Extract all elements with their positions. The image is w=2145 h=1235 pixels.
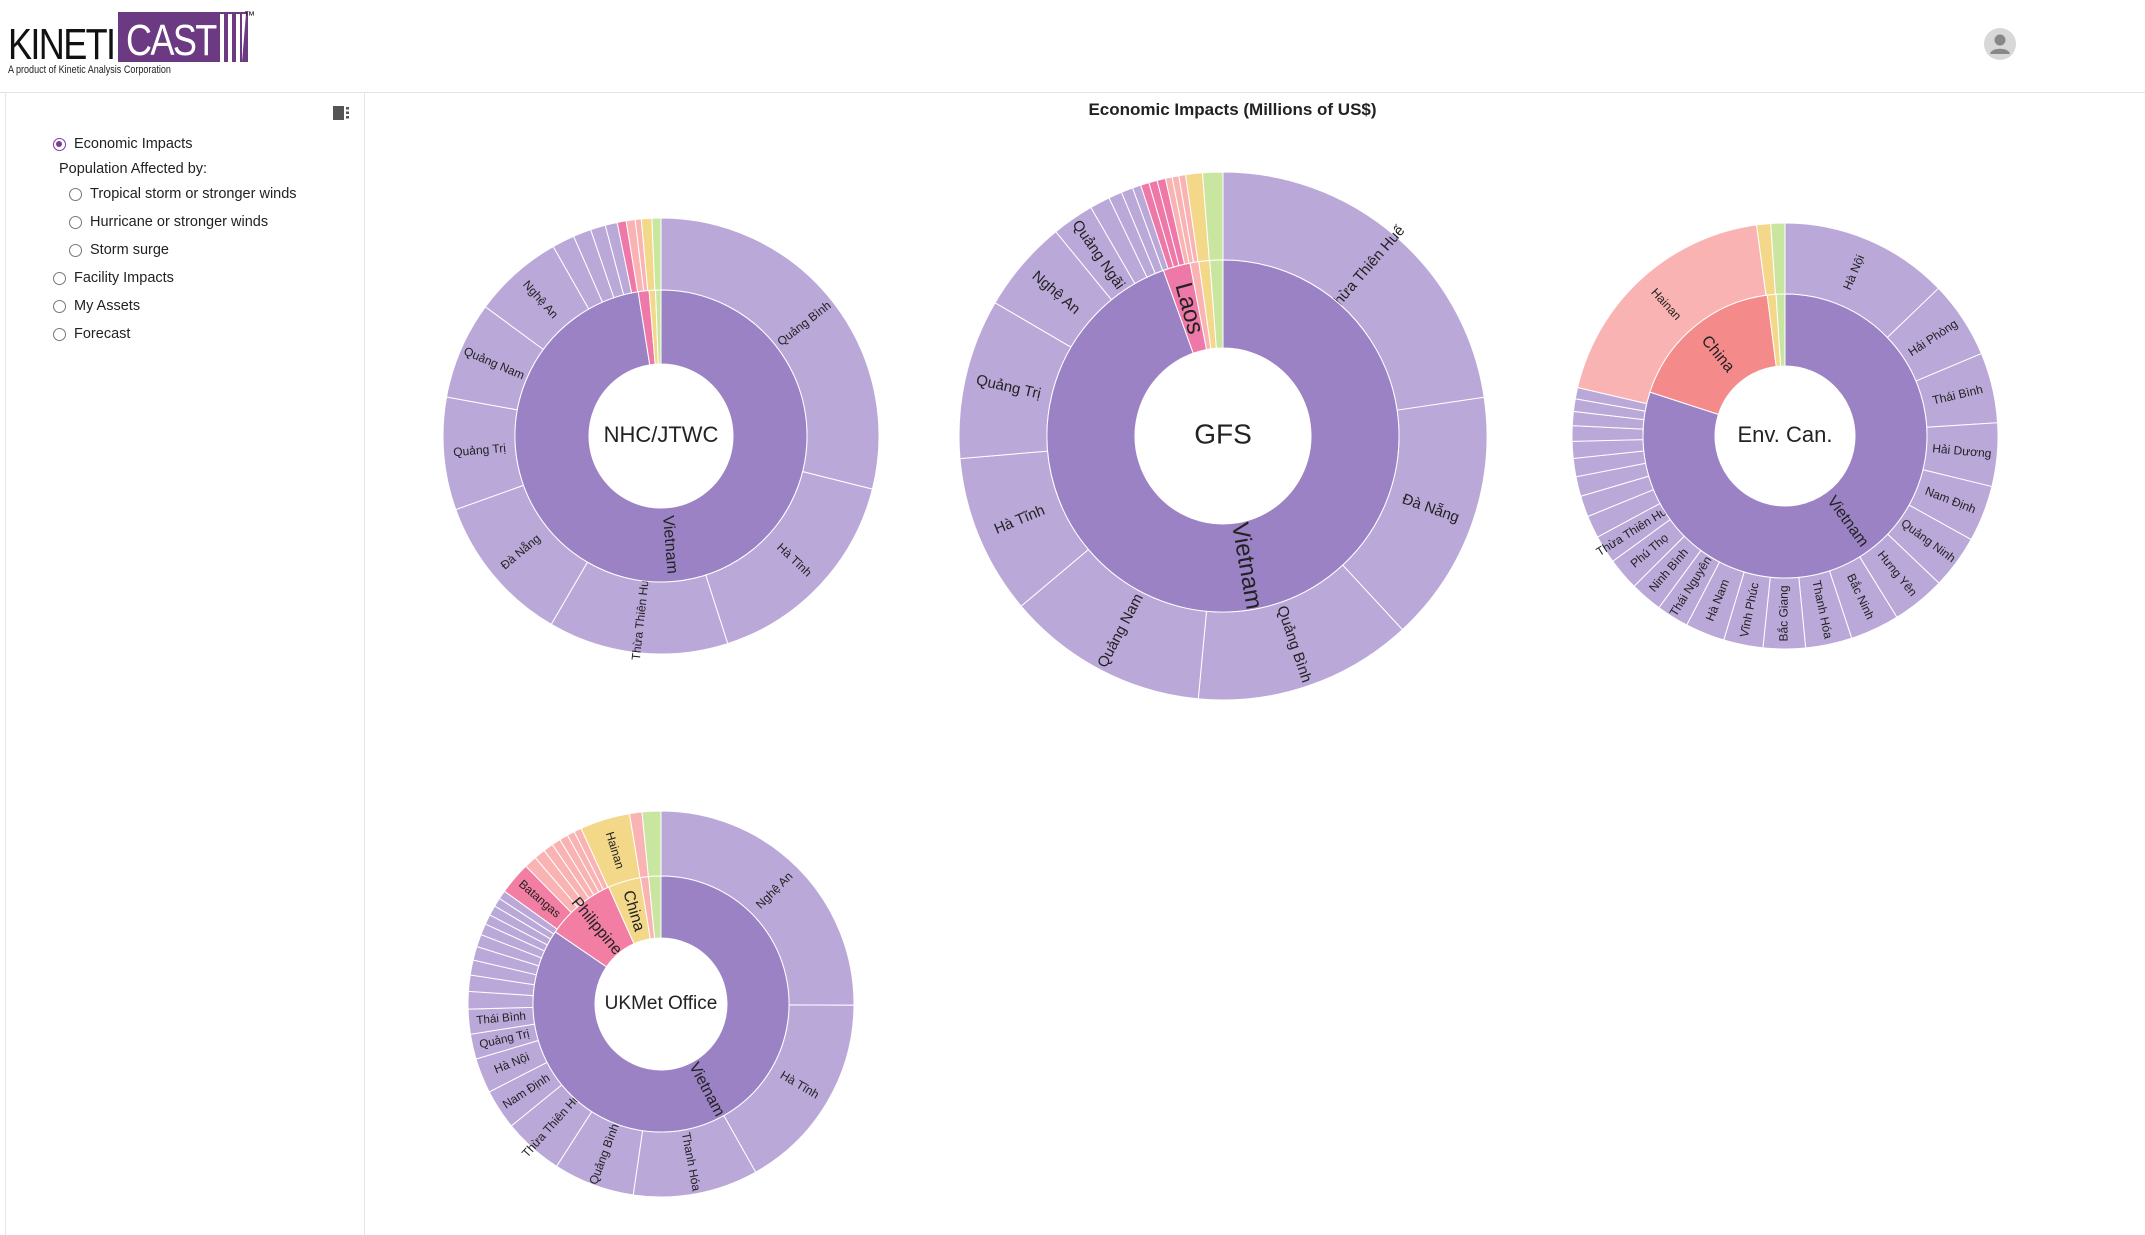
population-group-label: Population Affected by: <box>59 161 208 177</box>
option-hurricane[interactable]: Hurricane or stronger winds <box>69 214 268 230</box>
logo-right-text: CAST <box>126 16 217 65</box>
user-avatar-icon[interactable] <box>1984 28 2016 60</box>
option-label: Forecast <box>74 326 131 342</box>
inner-segment-label-vietnam: Vietnam <box>659 515 681 575</box>
outer-segment-label-bac-giang: Bắc Giang <box>1775 585 1790 641</box>
radio-forecast[interactable] <box>53 327 66 341</box>
sunburst-center <box>595 938 727 1070</box>
option-storm-surge[interactable]: Storm surge <box>69 242 169 258</box>
radio-my-assets[interactable] <box>53 299 66 313</box>
option-my-assets[interactable]: My Assets <box>53 298 140 314</box>
center-label-ukmet-office: UKMet Office <box>605 993 718 1014</box>
option-label: Hurricane or stronger winds <box>90 214 269 230</box>
radio-facility-impacts[interactable] <box>53 271 66 285</box>
option-tropical-storm[interactable]: Tropical storm or stronger winds <box>69 186 297 202</box>
outer-segment-label-hai-duong: Hải Dương <box>1932 441 1992 460</box>
sidebar-toggle-icon[interactable] <box>333 106 351 120</box>
option-label: My Assets <box>74 298 141 314</box>
logo-bars-icon <box>220 14 246 62</box>
option-label: Tropical storm or stronger winds <box>90 186 297 202</box>
logo-tagline: A product of Kinetic Analysis Corporatio… <box>8 64 171 76</box>
option-label: Storm surge <box>90 242 169 258</box>
option-label: Economic Impacts <box>74 136 193 152</box>
center-label-env-can: Env. Can. <box>1738 422 1833 447</box>
option-label: Facility Impacts <box>74 270 174 286</box>
option-facility-impacts[interactable]: Facility Impacts <box>53 270 174 286</box>
option-economic-impacts[interactable]: Economic Impacts <box>53 136 192 152</box>
logo-box <box>118 12 248 62</box>
radio-tropical-storm[interactable] <box>69 187 82 201</box>
sunburst-center <box>1135 348 1311 524</box>
radio-hurricane[interactable] <box>69 215 82 229</box>
kineticast-logo[interactable]: KINETI CAST ™ A product of Kinetic Analy… <box>8 10 268 82</box>
radio-storm-surge[interactable] <box>69 243 82 257</box>
person-icon <box>1990 34 2010 54</box>
center-label-nhc-jtwc: NHC/JTWC <box>604 422 719 447</box>
app-header: KINETI CAST ™ A product of Kinetic Analy… <box>0 0 2145 93</box>
outer-segment-label-quang-tri: Quảng Trị <box>453 441 507 459</box>
sunburst-center <box>1715 366 1855 506</box>
outer-segment-label-thai-binh: Thái Bình <box>476 1010 527 1028</box>
chart-panel-title: Economic Impacts (Millions of US$) <box>1088 100 1377 119</box>
logo-left-text: KINETI <box>8 20 116 69</box>
sunburst-center <box>589 364 733 508</box>
option-forecast[interactable]: Forecast <box>53 326 130 342</box>
sidebar: Economic Impacts Population Affected by:… <box>5 92 365 1235</box>
center-label-gfs: GFS <box>1194 418 1252 449</box>
radio-economic-impacts[interactable] <box>53 137 66 151</box>
logo-trademark: ™ <box>244 10 255 22</box>
